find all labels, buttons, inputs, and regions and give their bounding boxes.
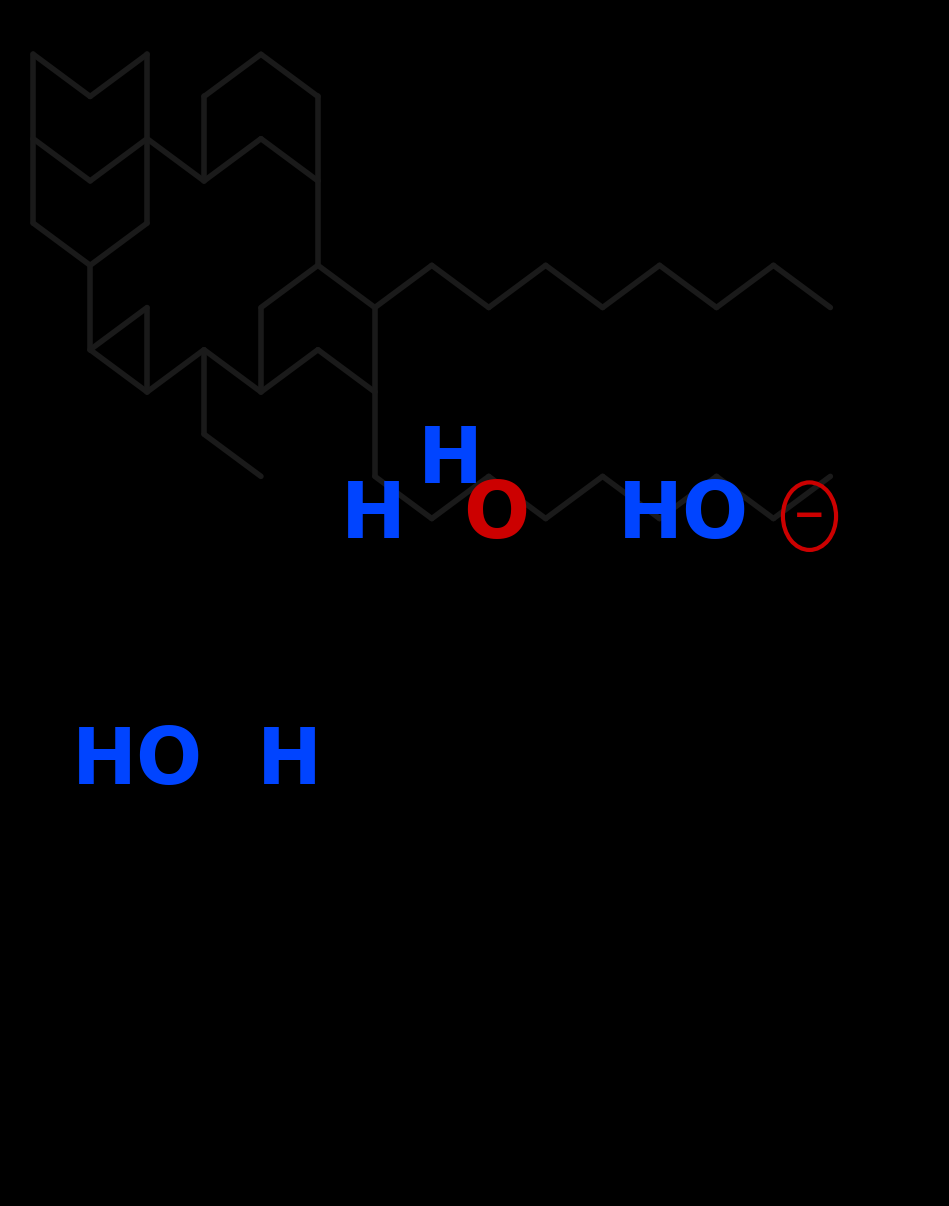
Text: O: O <box>463 478 530 555</box>
Text: −: − <box>793 497 826 535</box>
Text: H: H <box>341 478 405 555</box>
Text: HO: HO <box>618 478 749 555</box>
Text: H: H <box>257 724 322 801</box>
Text: H: H <box>419 422 483 499</box>
Text: HO: HO <box>72 724 203 801</box>
